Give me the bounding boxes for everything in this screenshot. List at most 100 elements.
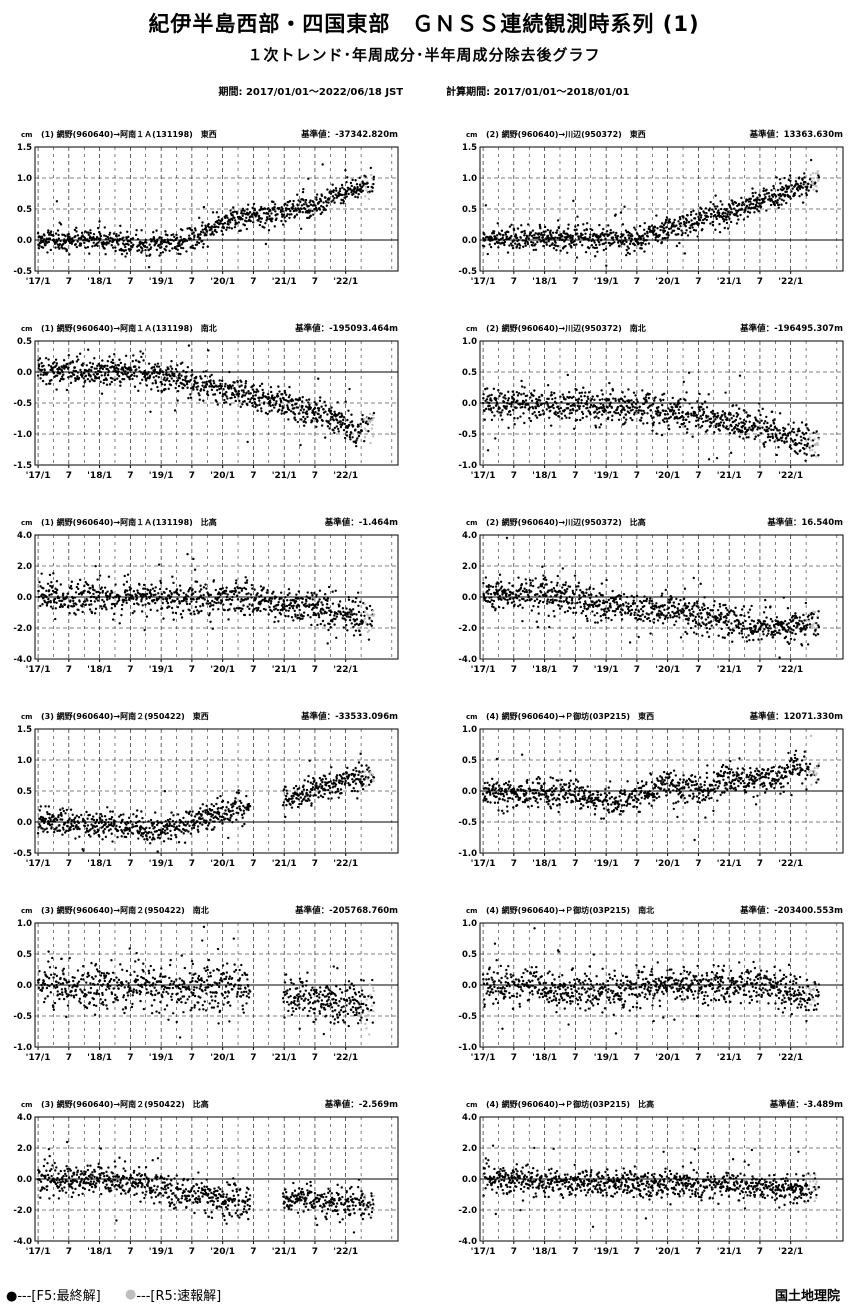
data-point-final	[683, 252, 687, 255]
data-point-final	[253, 397, 257, 401]
data-point-final	[259, 601, 262, 605]
data-point-final	[160, 383, 164, 386]
data-point-final	[55, 374, 59, 377]
x-tick-label: 7	[695, 665, 701, 675]
data-point-final	[648, 225, 651, 229]
data-point-final	[789, 444, 792, 447]
data-point-final	[235, 579, 238, 582]
data-point-final	[661, 403, 664, 407]
data-point-final	[602, 227, 605, 231]
data-point-final	[719, 207, 723, 211]
data-point-rapid	[364, 186, 368, 189]
data-point-final	[783, 176, 786, 180]
data-point-final	[535, 397, 538, 401]
data-point-final	[736, 214, 739, 218]
data-point-final	[245, 220, 248, 223]
data-point-final	[760, 432, 763, 435]
data-point-final	[366, 623, 369, 626]
data-point-final	[607, 224, 610, 227]
data-point-final	[329, 409, 333, 413]
data-point-final	[757, 202, 761, 205]
data-point-final	[747, 428, 750, 432]
data-point-final	[298, 608, 301, 612]
data-point-final	[510, 244, 514, 247]
data-point-final	[773, 418, 776, 421]
data-point-final	[348, 619, 352, 622]
data-point-final	[152, 365, 156, 369]
data-point-final	[299, 227, 303, 230]
data-point-final	[727, 210, 730, 214]
data-point-final	[133, 610, 136, 613]
data-point-final	[776, 188, 780, 192]
data-point-final	[504, 397, 507, 400]
data-point-final	[59, 377, 63, 381]
data-point-final	[152, 237, 156, 240]
data-point-final	[533, 411, 536, 414]
data-point-final	[517, 392, 521, 395]
x-tick-label: 7	[127, 277, 133, 287]
x-tick-label: 7	[312, 471, 318, 481]
data-point-final	[74, 613, 77, 616]
data-point-final	[67, 232, 71, 236]
data-point-final	[104, 372, 107, 375]
data-point-rapid	[814, 172, 818, 175]
data-point-final	[320, 612, 324, 615]
data-point-final	[294, 600, 298, 603]
data-point-final	[372, 178, 375, 181]
data-point-final	[594, 255, 597, 258]
data-point-final	[636, 233, 639, 236]
data-point-final	[728, 418, 731, 422]
data-point-final	[484, 596, 487, 599]
data-point-final	[807, 189, 810, 192]
reference-value: 基準値：-196495.307m	[739, 323, 843, 334]
data-point-final	[497, 246, 500, 249]
data-point-final	[511, 592, 514, 595]
data-point-final	[230, 387, 233, 390]
data-point-final	[62, 377, 65, 381]
data-point-final	[533, 233, 536, 237]
data-point-final	[757, 205, 760, 208]
data-point-final	[194, 375, 198, 379]
data-point-final	[284, 220, 287, 223]
data-point-final	[109, 236, 112, 240]
data-point-final	[232, 206, 235, 209]
data-point-final	[198, 393, 201, 397]
data-point-final	[272, 200, 275, 204]
data-point-final	[706, 215, 710, 218]
data-point-final	[179, 612, 183, 616]
data-point-final	[582, 404, 585, 408]
data-point-final	[630, 237, 633, 241]
data-point-final	[205, 587, 208, 590]
data-point-final	[729, 451, 733, 455]
data-point-final	[156, 385, 159, 389]
data-point-final	[281, 210, 285, 213]
data-point-final	[506, 251, 510, 254]
data-point-final	[77, 608, 80, 612]
data-point-final	[666, 231, 670, 234]
chart-caption: (2) 網野(960640)→川辺(950372) 東西	[486, 129, 646, 139]
data-point-final	[595, 233, 598, 237]
data-point-final	[711, 208, 714, 211]
data-point-final	[749, 197, 753, 201]
data-point-final	[353, 612, 356, 616]
x-tick-label: '21/1	[717, 277, 742, 287]
data-point-final	[628, 406, 632, 409]
data-point-final	[204, 583, 207, 586]
data-point-final	[342, 428, 346, 432]
data-point-final	[195, 580, 199, 583]
data-point-final	[200, 609, 203, 613]
data-point-final	[525, 394, 529, 397]
data-point-final	[275, 217, 278, 220]
data-point-final	[672, 409, 676, 413]
data-point-final	[788, 195, 791, 198]
data-point-final	[210, 228, 213, 231]
data-point-final	[212, 579, 216, 582]
data-point-final	[175, 236, 179, 240]
data-point-final	[302, 611, 306, 614]
data-point-final	[550, 235, 553, 238]
data-point-final	[483, 418, 486, 421]
data-point-final	[632, 391, 636, 394]
data-point-final	[555, 248, 558, 252]
data-point-final	[664, 413, 667, 416]
data-point-final	[77, 358, 80, 361]
